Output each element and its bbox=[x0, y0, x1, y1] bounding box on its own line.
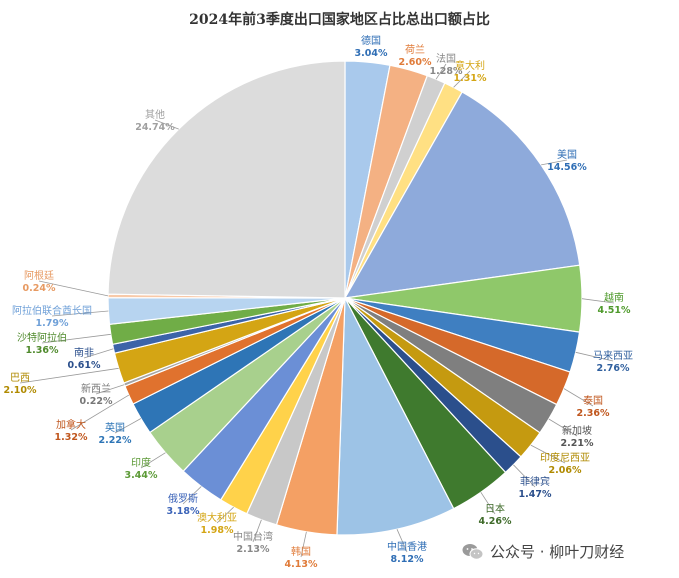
leader-line bbox=[38, 280, 109, 297]
slice-value-label: 4.51% bbox=[598, 305, 631, 316]
leader-line bbox=[435, 63, 447, 80]
wechat-icon bbox=[462, 543, 484, 560]
slice-label: 新加坡 bbox=[562, 424, 592, 437]
slice-label: 印度尼西亚 bbox=[540, 451, 590, 464]
leader-line bbox=[396, 529, 408, 553]
slice-value-label: 2.76% bbox=[597, 363, 630, 374]
leader-line bbox=[530, 444, 566, 464]
slice-value-label: 3.04% bbox=[355, 48, 388, 59]
slice-value-label: 2.36% bbox=[577, 408, 610, 419]
leader-line bbox=[300, 531, 307, 558]
chart-title: 2024年前3季度出口国家地区占比总出口额占比 bbox=[189, 12, 490, 28]
slice-value-label: 1.32% bbox=[55, 432, 88, 443]
watermark: 公众号 · 柳叶刀财经 bbox=[462, 541, 624, 562]
leader-line bbox=[252, 519, 262, 543]
leader-line bbox=[70, 394, 130, 431]
slice-value-label: 1.79% bbox=[36, 318, 69, 329]
pie-slice bbox=[343, 91, 581, 299]
slice-value-label: 1.28% bbox=[430, 66, 463, 77]
slice-value-label: 14.56% bbox=[547, 162, 587, 173]
leader-line bbox=[51, 310, 109, 317]
watermark-text: 公众号 · 柳叶刀财经 bbox=[490, 543, 625, 561]
slice-value-label: 0.24% bbox=[23, 283, 56, 294]
slice-label: 法国 bbox=[436, 52, 456, 65]
slice-label: 泰国 bbox=[583, 394, 603, 407]
slice-label: 中国香港 bbox=[387, 540, 427, 553]
slice-value-label: 2.10% bbox=[4, 385, 37, 396]
slice-value-label: 2.06% bbox=[549, 465, 582, 476]
slice-label: 越南 bbox=[604, 291, 624, 304]
slice-label: 意大利 bbox=[455, 59, 485, 72]
pie-slices bbox=[107, 60, 583, 536]
slice-value-label: 2.22% bbox=[99, 435, 132, 446]
leader-line bbox=[216, 506, 234, 524]
leader-line bbox=[453, 70, 471, 88]
slice-label: 其他 bbox=[145, 108, 165, 121]
slice-value-label: 1.47% bbox=[519, 489, 552, 500]
slice-label: 俄罗斯 bbox=[168, 492, 198, 505]
slice-label: 马来西亚 bbox=[593, 350, 633, 362]
slice-label: 美国 bbox=[557, 148, 577, 161]
slice-label: 印度 bbox=[131, 456, 151, 469]
slice-label: 英国 bbox=[105, 421, 125, 434]
slice-label: 日本 bbox=[485, 502, 505, 515]
slice-value-label: 0.61% bbox=[68, 360, 101, 371]
slice-value-label: 4.26% bbox=[479, 516, 512, 527]
leader-lines bbox=[19, 63, 615, 558]
slice-value-label: 4.13% bbox=[285, 559, 318, 570]
leader-line bbox=[140, 452, 166, 469]
leader-line bbox=[19, 367, 119, 384]
slice-label: 阿拉伯联合酋长国 bbox=[12, 304, 92, 317]
slice-value-label: 2.60% bbox=[399, 57, 432, 68]
slice-labels: 德国3.04% 荷兰2.60% 法国1.28%意大利1.31%美国14.56%越南4… bbox=[4, 34, 633, 570]
slice-value-label: 0.22% bbox=[80, 396, 113, 407]
slice-value-label: 24.74% bbox=[135, 122, 175, 133]
slice-label: 德国 bbox=[361, 34, 381, 47]
leader-line bbox=[480, 491, 496, 515]
slice-value-label: 3.18% bbox=[167, 506, 200, 517]
slice-label: 澳大利亚 bbox=[197, 511, 237, 524]
slice-label: 韩国 bbox=[291, 545, 311, 558]
slice-label: 沙特阿拉伯 bbox=[17, 331, 67, 344]
slice-value-label: 1.36% bbox=[26, 345, 59, 356]
leader-line bbox=[95, 384, 125, 395]
slice-value-label: 2.13% bbox=[237, 544, 270, 555]
slice-label: 荷兰 bbox=[405, 43, 425, 56]
slice-value-label: 1.31% bbox=[454, 73, 487, 84]
leader-line bbox=[541, 159, 568, 166]
slice-label: 中国台湾 bbox=[233, 530, 273, 543]
leader-line bbox=[83, 348, 114, 359]
slice-value-label: 1.98% bbox=[201, 525, 234, 536]
leader-line bbox=[548, 418, 578, 437]
leader-line bbox=[114, 418, 142, 434]
leader-line bbox=[182, 486, 202, 505]
slice-label: 加拿大 bbox=[56, 418, 86, 431]
slice-value-label: 2.21% bbox=[561, 438, 594, 449]
leader-line bbox=[154, 119, 179, 130]
slice-value-label: 3.44% bbox=[125, 470, 158, 481]
leader-line bbox=[41, 333, 111, 344]
leader-line bbox=[563, 388, 594, 407]
slice-value-label: 8.12% bbox=[391, 554, 424, 565]
slice-label: 菲律宾 bbox=[520, 475, 550, 488]
slice-label: 新西兰 bbox=[81, 382, 111, 395]
pie-slice bbox=[107, 60, 346, 299]
slice-label: 巴西 bbox=[10, 372, 30, 384]
slice-label: 阿根廷 bbox=[24, 269, 54, 282]
slice-label: 南非 bbox=[74, 346, 94, 359]
leader-line bbox=[581, 298, 615, 304]
leader-line bbox=[575, 351, 614, 362]
leader-line bbox=[513, 464, 536, 488]
